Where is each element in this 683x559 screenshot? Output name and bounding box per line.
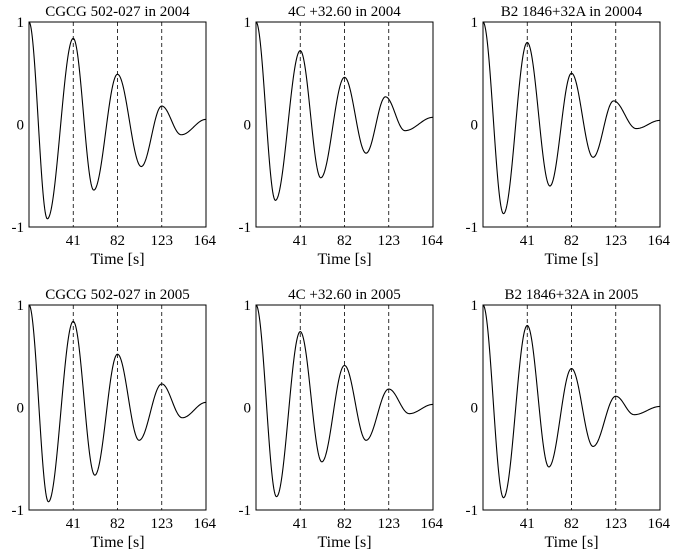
plot-frame (28, 21, 207, 228)
panel-title: 4C +32.60 in 2004 (288, 4, 401, 20)
plot-frame (255, 21, 434, 228)
x-tick-label: 123 (151, 233, 174, 249)
plot-frame (28, 304, 207, 511)
panel-2: 4C +32.60 in 2004 1 0 -1 41 82 123 164 Time [s] (239, 4, 444, 268)
y-tick-label: 0 (17, 118, 25, 134)
x-tick-label: 123 (605, 516, 628, 532)
panel-5: 4C +32.60 in 2005 1 0 -1 41 82 123 164 Time [s] (239, 287, 444, 551)
panel-title: CGCG 502-027 in 2005 (45, 287, 190, 303)
y-tick-label: -1 (466, 220, 479, 236)
panel-title: B2 1846+32A in 20004 (501, 4, 643, 20)
x-tick-label: 82 (110, 516, 125, 532)
x-axis-label: Time [s] (317, 251, 371, 268)
x-axis-label: Time [s] (90, 251, 144, 268)
x-tick-label: 82 (110, 233, 125, 249)
panel-title: CGCG 502-027 in 2004 (45, 4, 190, 20)
y-tick-label: 0 (17, 401, 25, 417)
autocorrelation-curve (255, 21, 434, 201)
x-axis-label: Time [s] (90, 534, 144, 551)
x-tick-label: 123 (151, 516, 174, 532)
x-tick-label: 41 (293, 516, 308, 532)
x-tick-label: 123 (378, 516, 401, 532)
autocorrelation-curve (28, 304, 207, 503)
x-tick-label: 164 (648, 233, 671, 249)
x-tick-label: 164 (194, 516, 217, 532)
x-tick-label: 41 (520, 516, 535, 532)
y-tick-label: -1 (12, 503, 25, 519)
y-tick-label: 1 (244, 15, 252, 31)
x-tick-label: 82 (564, 233, 579, 249)
panel-title: B2 1846+32A in 2005 (505, 287, 639, 303)
panel-title: 4C +32.60 in 2005 (288, 287, 401, 303)
x-tick-label: 123 (605, 233, 628, 249)
x-tick-label: 82 (337, 516, 352, 532)
panel-3: B2 1846+32A in 20004 1 0 -1 41 82 123 164 Time [… (466, 4, 671, 268)
y-tick-label: 1 (471, 15, 479, 31)
y-tick-label: 1 (244, 298, 252, 314)
y-tick-label: 0 (471, 401, 479, 417)
x-tick-label: 164 (648, 516, 671, 532)
x-tick-label: 164 (421, 516, 444, 532)
y-tick-label: 1 (471, 298, 479, 314)
x-tick-label: 164 (194, 233, 217, 249)
y-tick-label: 0 (244, 118, 252, 134)
x-axis-label: Time [s] (544, 251, 598, 268)
y-tick-label: 0 (471, 118, 479, 134)
autocorrelation-curve (482, 304, 660, 499)
y-tick-label: -1 (12, 220, 25, 236)
panel-1: CGCG 502-027 in 2004 1 0 -1 41 82 123 164 Time [… (12, 4, 217, 268)
panels: CGCG 502-027 in 2004 1 0 -1 41 82 123 164 Time [… (12, 4, 671, 551)
x-tick-label: 82 (564, 516, 579, 532)
y-tick-label: -1 (466, 503, 479, 519)
x-axis-label: Time [s] (317, 534, 371, 551)
x-axis-label: Time [s] (544, 534, 598, 551)
y-tick-label: 0 (244, 401, 252, 417)
x-tick-label: 82 (337, 233, 352, 249)
x-tick-label: 41 (66, 516, 81, 532)
autocorrelation-curve (28, 21, 207, 220)
plot-frame (482, 21, 661, 228)
x-tick-label: 164 (421, 233, 444, 249)
y-tick-label: 1 (17, 15, 25, 31)
plot-frame (255, 304, 434, 511)
autocorrelation-curve (255, 304, 434, 498)
x-tick-label: 41 (66, 233, 81, 249)
y-tick-label: -1 (239, 220, 252, 236)
plot-frame (482, 304, 661, 511)
x-tick-label: 123 (378, 233, 401, 249)
x-tick-label: 41 (520, 233, 535, 249)
panel-4: CGCG 502-027 in 2005 1 0 -1 41 82 123 164 Time [… (12, 287, 217, 551)
y-tick-label: 1 (17, 298, 25, 314)
x-tick-label: 41 (293, 233, 308, 249)
autocorrelation-curve (482, 21, 661, 215)
panel-6: B2 1846+32A in 2005 1 0 -1 41 82 123 164 Time [s… (466, 287, 671, 551)
y-tick-label: -1 (239, 503, 252, 519)
